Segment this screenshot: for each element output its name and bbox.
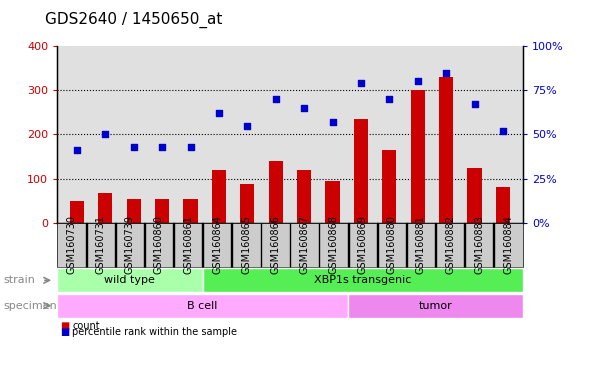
Bar bbox=[99, 193, 112, 223]
Text: count: count bbox=[72, 321, 100, 331]
Text: ■: ■ bbox=[60, 321, 69, 331]
Text: GSM160739: GSM160739 bbox=[125, 215, 135, 274]
Text: percentile rank within the sample: percentile rank within the sample bbox=[72, 327, 237, 337]
Bar bbox=[496, 187, 510, 223]
Point bbox=[271, 96, 281, 102]
Text: B cell: B cell bbox=[188, 301, 218, 311]
Text: GSM160867: GSM160867 bbox=[299, 215, 310, 274]
Point bbox=[186, 144, 195, 150]
Text: GSM160866: GSM160866 bbox=[270, 215, 281, 274]
Text: XBP1s transgenic: XBP1s transgenic bbox=[314, 275, 412, 285]
Text: tumor: tumor bbox=[419, 301, 453, 311]
Bar bbox=[297, 170, 311, 223]
Text: GSM160869: GSM160869 bbox=[358, 215, 368, 274]
Point bbox=[441, 70, 451, 76]
Point bbox=[299, 105, 309, 111]
Point bbox=[157, 144, 167, 150]
Text: GSM160882: GSM160882 bbox=[445, 215, 455, 274]
Bar bbox=[70, 200, 84, 223]
Bar bbox=[468, 167, 481, 223]
Point bbox=[243, 122, 252, 129]
Bar bbox=[269, 161, 283, 223]
Bar bbox=[382, 150, 397, 223]
Bar bbox=[183, 199, 198, 223]
Point bbox=[470, 101, 480, 108]
Text: GSM160860: GSM160860 bbox=[154, 215, 164, 274]
Bar bbox=[240, 184, 254, 223]
Point bbox=[129, 144, 139, 150]
Text: GDS2640 / 1450650_at: GDS2640 / 1450650_at bbox=[45, 12, 222, 28]
Text: specimen: specimen bbox=[3, 301, 56, 311]
Text: GSM160880: GSM160880 bbox=[387, 215, 397, 274]
Point bbox=[413, 78, 423, 84]
Text: GSM160731: GSM160731 bbox=[96, 215, 106, 274]
Point bbox=[328, 119, 337, 125]
Point bbox=[72, 147, 82, 153]
Point bbox=[498, 128, 508, 134]
Text: strain: strain bbox=[3, 275, 35, 285]
Point bbox=[100, 131, 110, 137]
Bar bbox=[326, 181, 340, 223]
Bar bbox=[354, 119, 368, 223]
Text: GSM160884: GSM160884 bbox=[503, 215, 513, 274]
Text: GSM160730: GSM160730 bbox=[67, 215, 77, 274]
Point bbox=[214, 110, 224, 116]
Point bbox=[385, 96, 394, 102]
Bar bbox=[127, 199, 141, 223]
Text: GSM160861: GSM160861 bbox=[183, 215, 193, 274]
Text: GSM160883: GSM160883 bbox=[474, 215, 484, 274]
Bar bbox=[155, 199, 169, 223]
Bar bbox=[212, 170, 226, 223]
Text: GSM160868: GSM160868 bbox=[329, 215, 338, 274]
Text: GSM160881: GSM160881 bbox=[416, 215, 426, 274]
Point bbox=[356, 80, 366, 86]
Bar bbox=[439, 77, 453, 223]
Text: wild type: wild type bbox=[105, 275, 155, 285]
Text: GSM160865: GSM160865 bbox=[242, 215, 251, 274]
Text: ■: ■ bbox=[60, 327, 69, 337]
Bar bbox=[410, 90, 425, 223]
Text: GSM160864: GSM160864 bbox=[212, 215, 222, 274]
